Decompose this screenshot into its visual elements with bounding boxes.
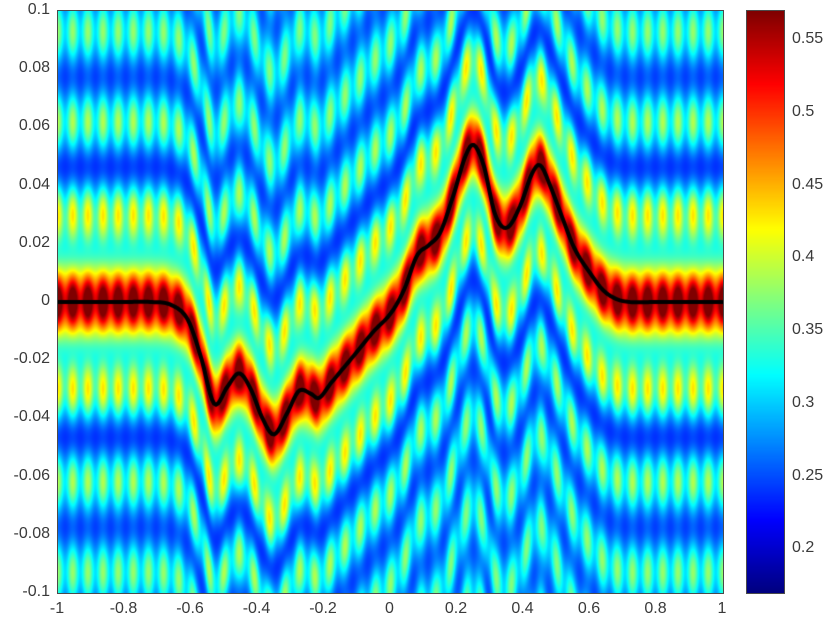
y-tick-label: 0.08 xyxy=(18,59,50,77)
y-tick-label: 0.1 xyxy=(27,1,50,18)
y-tick-label: -0.06 xyxy=(13,466,50,484)
colorbar-tick-label: 0.35 xyxy=(792,321,824,339)
x-tick-label: -0.8 xyxy=(109,600,138,617)
plot-area xyxy=(57,10,724,594)
x-tick-label: -1 xyxy=(49,600,65,617)
colorbar-tick-label: 0.4 xyxy=(792,248,815,266)
x-tick-label: 0.6 xyxy=(577,600,601,617)
signal-curve-canvas xyxy=(58,11,723,593)
colorbar-tick-label: 0.25 xyxy=(792,466,824,484)
colorbar-tick-label: 0.3 xyxy=(792,393,815,411)
x-tick-label: 0.4 xyxy=(511,600,534,617)
y-tick-label: -0.04 xyxy=(13,408,50,426)
colorbar-tick-label: 0.55 xyxy=(792,30,824,48)
y-tick-label: 0.04 xyxy=(18,175,50,193)
y-tick-label: -0.1 xyxy=(22,583,50,600)
colorbar-tick-label: 0.5 xyxy=(792,102,815,120)
y-tick-label: 0 xyxy=(41,292,50,309)
y-tick-label: -0.02 xyxy=(13,350,50,368)
x-tick-label: 1 xyxy=(717,600,727,617)
colorbar-canvas xyxy=(747,11,784,593)
y-tick-label: 0.06 xyxy=(18,117,50,135)
x-tick-label: 0.2 xyxy=(444,600,468,617)
x-tick-label: 0 xyxy=(385,600,394,617)
x-tick-label: -0.2 xyxy=(309,600,337,617)
y-tick-label: -0.08 xyxy=(13,524,50,542)
colorbar-tick-label: 0.2 xyxy=(792,539,815,557)
colorbar xyxy=(746,10,785,594)
x-tick-label: -0.4 xyxy=(242,600,271,617)
colorbar-tick-label: 0.45 xyxy=(792,175,824,193)
x-tick-label: 0.8 xyxy=(644,600,667,617)
y-tick-label: 0.02 xyxy=(18,233,50,251)
x-tick-label: -0.6 xyxy=(176,600,204,617)
